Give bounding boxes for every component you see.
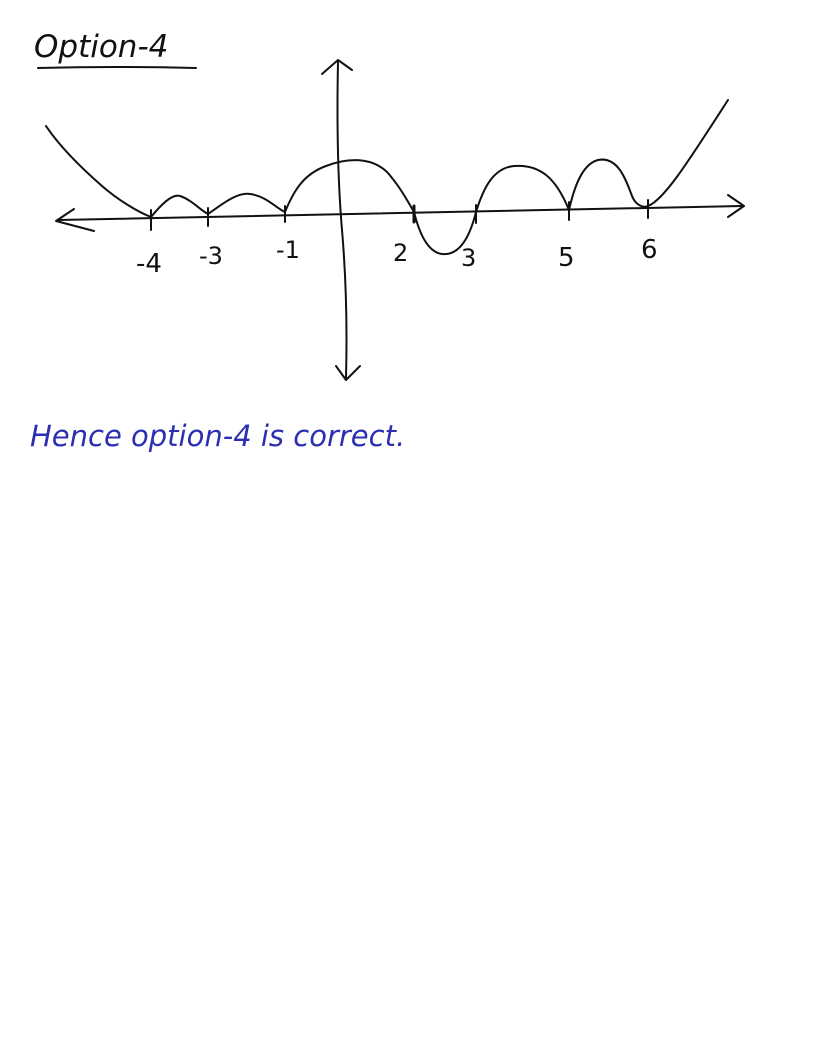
tick-labels: -4 -3 -1 2 3 5 6 [136, 235, 658, 279]
conclusion-text: Hence option-4 is correct. [30, 419, 405, 453]
tick-label: 6 [641, 235, 658, 265]
tick-label: 2 [393, 239, 408, 267]
axes [55, 59, 745, 381]
x-axis [57, 205, 743, 221]
tick-label: -3 [199, 242, 223, 270]
tick-label: -4 [136, 249, 162, 279]
y-axis [336, 61, 348, 379]
function-curve [45, 99, 729, 256]
x-axis-right-arrow [727, 194, 745, 218]
y-axis-up-arrow [321, 59, 353, 75]
y-axis-down-arrow [335, 365, 361, 381]
tick-label: 5 [558, 243, 575, 273]
tick-marks [150, 199, 649, 231]
heading-text: Option-4 [34, 29, 168, 65]
tick-label: 3 [461, 244, 476, 272]
tick-label: -1 [276, 236, 300, 264]
x-axis-left-arrow [55, 208, 95, 232]
heading-underline [37, 66, 197, 69]
